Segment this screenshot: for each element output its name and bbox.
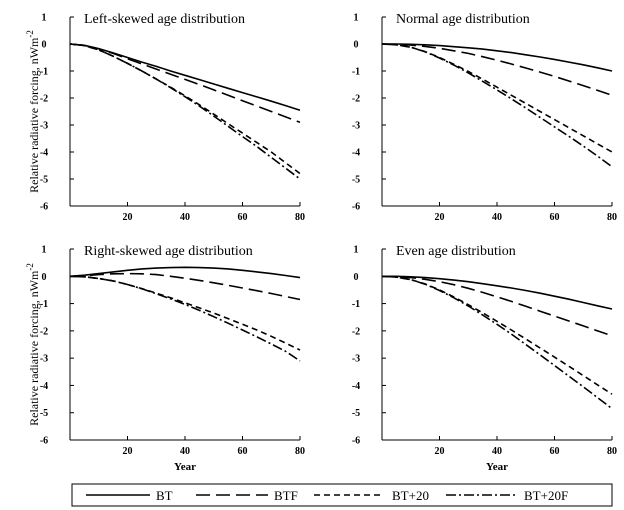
legend-label-btf: BTF bbox=[274, 488, 298, 503]
y-tick-label: -3 bbox=[40, 121, 48, 132]
legend-label-bt: BT bbox=[156, 488, 173, 503]
y-tick-label: 1 bbox=[42, 245, 47, 256]
panel-title: Left-skewed age distribution bbox=[84, 12, 245, 27]
x-tick-label: 40 bbox=[180, 446, 190, 457]
chart-panel-1: 1 0 -1 -2 -3 -4 -5 -6 20 40 60 80 Left-skewed age di… bbox=[25, 12, 305, 223]
y-tick-label: -2 bbox=[40, 326, 48, 337]
legend-label-bt20: BT+20 bbox=[392, 488, 429, 503]
y-tick-label: 0 bbox=[354, 272, 359, 283]
y-axis-title: Relative radiative forcing, nWm-2 bbox=[25, 30, 41, 193]
y-tick-label: -4 bbox=[40, 148, 48, 159]
series-line-bt bbox=[382, 43, 613, 72]
x-tick-label: 40 bbox=[180, 212, 190, 223]
legend: BT BTF BT+20 BT+20F bbox=[71, 483, 613, 507]
x-tick-label: 40 bbox=[492, 212, 502, 223]
x-tick-label: 20 bbox=[123, 446, 133, 457]
x-tick-label: 20 bbox=[435, 446, 445, 457]
x-tick-label: 20 bbox=[435, 212, 445, 223]
y-tick-label: -3 bbox=[352, 354, 360, 365]
y-tick-label: -3 bbox=[352, 121, 360, 132]
x-tick-label: 40 bbox=[492, 446, 502, 457]
y-tick-label: 0 bbox=[354, 40, 359, 51]
y-tick-label: -1 bbox=[352, 67, 360, 78]
x-tick-label: 20 bbox=[123, 212, 133, 223]
y-tick-label: 1 bbox=[42, 13, 47, 24]
y-tick-label: -5 bbox=[40, 175, 48, 186]
y-tick-label: -1 bbox=[40, 67, 48, 78]
chart-panel-3: 1 0 -1 -2 -3 -4 -5 -6 20 40 60 80 Right-skewed age d… bbox=[25, 244, 305, 473]
panels: 1 0 -1 -2 -3 -4 -5 -6 20 40 60 80 Left-skewed age di… bbox=[25, 12, 617, 473]
x-tick-label: 60 bbox=[238, 212, 248, 223]
series-line-bt bbox=[69, 43, 301, 111]
x-tick-label: 80 bbox=[607, 212, 617, 223]
y-tick-label: -6 bbox=[40, 202, 48, 213]
x-axis-title: Year bbox=[486, 461, 508, 473]
chart-panel-4: 1 0 -1 -2 -3 -4 -5 -6 20 40 60 80 Even age distribut… bbox=[352, 244, 617, 473]
series-line-bt20 bbox=[381, 43, 613, 153]
panel-title: Right-skewed age distribution bbox=[84, 244, 253, 259]
y-tick-label: 0 bbox=[42, 272, 47, 283]
chart-panel-2: 1 0 -1 -2 -3 -4 -5 -6 20 40 60 80 Normal age distrib… bbox=[352, 12, 617, 223]
legend-label-bt20f: BT+20F bbox=[524, 488, 568, 503]
y-tick-label: -2 bbox=[40, 94, 48, 105]
x-tick-label: 60 bbox=[238, 446, 248, 457]
y-tick-label: -2 bbox=[352, 326, 360, 337]
x-tick-label: 60 bbox=[550, 446, 560, 457]
series-line-bt20f bbox=[69, 43, 301, 180]
legend-box bbox=[71, 483, 613, 507]
x-tick-label: 80 bbox=[295, 446, 305, 457]
y-tick-label: -3 bbox=[40, 354, 48, 365]
x-axis-title: Year bbox=[174, 461, 196, 473]
y-axis-title: Relative radiative forcing, nWm-2 bbox=[25, 263, 41, 426]
y-tick-label: -5 bbox=[40, 408, 48, 419]
y-tick-label: -6 bbox=[352, 202, 360, 213]
panel-title: Normal age distribution bbox=[396, 12, 530, 27]
y-tick-label: -4 bbox=[352, 381, 360, 392]
y-tick-label: -4 bbox=[40, 381, 48, 392]
series-line-bt20f bbox=[381, 43, 613, 168]
panel-title: Even age distribution bbox=[396, 244, 516, 259]
series-line-bt bbox=[382, 275, 613, 310]
y-tick-label: -6 bbox=[352, 436, 360, 447]
x-tick-label: 80 bbox=[295, 212, 305, 223]
series-line-btf bbox=[69, 272, 301, 301]
series-line-bt20f bbox=[381, 275, 613, 410]
series-line-bt bbox=[69, 266, 301, 279]
y-tick-label: -1 bbox=[40, 299, 48, 310]
x-tick-label: 80 bbox=[607, 446, 617, 457]
series-line-bt20f bbox=[69, 275, 301, 362]
y-tick-label: -4 bbox=[352, 148, 360, 159]
y-tick-label: -5 bbox=[352, 175, 360, 186]
y-tick-label: -2 bbox=[352, 94, 360, 105]
y-tick-label: -6 bbox=[40, 436, 48, 447]
y-tick-label: 0 bbox=[42, 40, 47, 51]
x-tick-label: 60 bbox=[550, 212, 560, 223]
y-tick-label: -5 bbox=[352, 408, 360, 419]
series-line-btf bbox=[69, 43, 301, 124]
y-tick-label: 1 bbox=[354, 13, 359, 24]
y-tick-label: 1 bbox=[354, 245, 359, 256]
y-tick-label: -1 bbox=[352, 299, 360, 310]
series-line-bt20 bbox=[69, 275, 301, 351]
series-line-bt20 bbox=[381, 275, 613, 395]
